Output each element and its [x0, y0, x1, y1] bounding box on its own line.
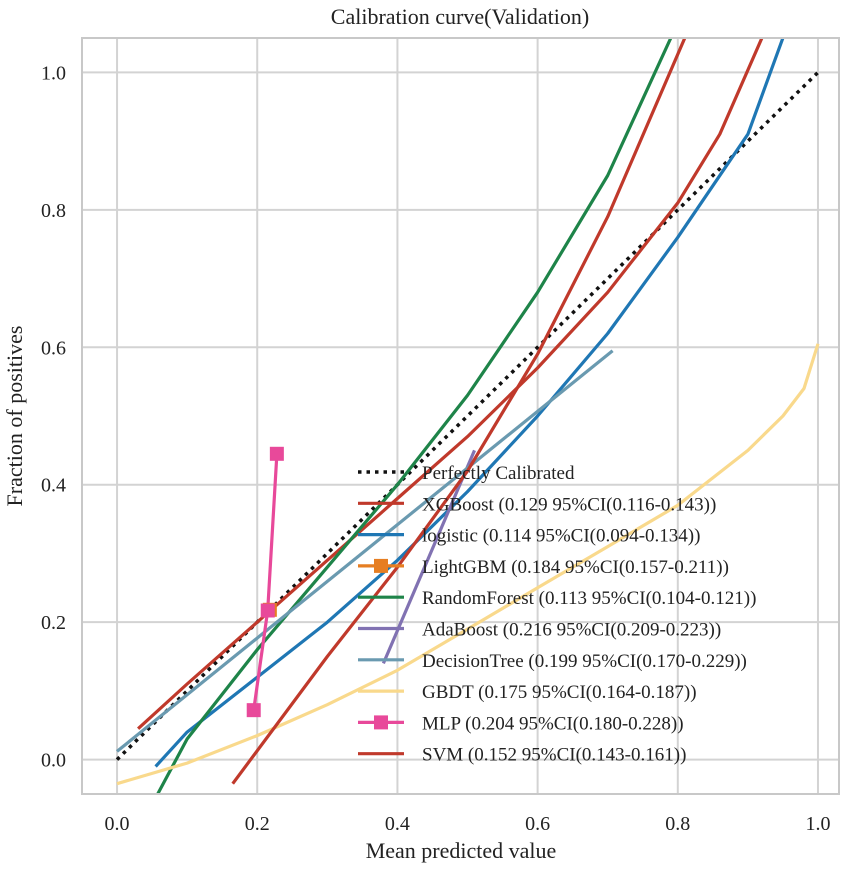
x-tick-label: 0.2 — [245, 813, 270, 835]
y-tick-label: 0.8 — [41, 200, 66, 222]
x-tick-label: 0.0 — [105, 813, 130, 835]
series-line-randomforest — [156, 38, 673, 794]
legend-marker-mlp — [374, 715, 388, 730]
y-axis-label: Fraction of positives — [2, 326, 27, 507]
y-tick-label: 1.0 — [41, 62, 66, 84]
x-tick-label: 0.8 — [665, 813, 690, 835]
legend-label-svm: SVM (0.152 95%CI(0.143-0.161)) — [422, 745, 686, 766]
y-tick-label: 0.2 — [41, 612, 66, 634]
x-tick-label: 1.0 — [805, 813, 830, 835]
x-tick-label: 0.4 — [385, 813, 410, 835]
plot-frame — [81, 37, 840, 795]
chart-title: Calibration curve(Validation) — [331, 4, 589, 29]
y-tick-label: 0.0 — [41, 750, 66, 772]
legend-label-decisiontree: DecisionTree (0.199 95%CI(0.170-0.229)) — [422, 651, 747, 672]
series-line-gbdt — [116, 343, 820, 786]
y-tick-label: 0.4 — [41, 475, 66, 497]
x-axis-label: Mean predicted value — [366, 838, 557, 863]
legend-label-lightgbm: LightGBM (0.184 95%CI(0.157-0.211)) — [422, 557, 729, 578]
y-tick-label: 0.6 — [41, 337, 66, 359]
legend-label-adaboost: AdaBoost (0.216 95%CI(0.209-0.223)) — [422, 620, 721, 641]
legend-label-xgboost: XGBoost (0.129 95%CI(0.116-0.143)) — [422, 494, 716, 515]
ticks: 0.0 0.2 0.4 0.6 0.8 1.0 0.0 0.2 0.4 0.6 0.8 1.0 — [41, 62, 830, 835]
legend-label-gbdt: GBDT (0.175 95%CI(0.164-0.187)) — [422, 682, 697, 703]
series-line-perfectly — [115, 71, 820, 761]
data-point-mlp — [246, 703, 261, 718]
legend-label-logistic: logistic (0.114 95%CI(0.094-0.134)) — [422, 526, 700, 547]
legend-label-randomforest: RandomForest (0.113 95%CI(0.104-0.121)) — [422, 588, 756, 609]
legend: Perfectly Calibrated XGBoost (0.129 95%CI… — [358, 463, 756, 766]
series-layer — [115, 38, 820, 794]
data-point-mlp — [260, 603, 275, 618]
data-point-mlp — [269, 446, 284, 461]
series-line-logistic — [154, 38, 785, 768]
series-line-svm — [231, 38, 687, 785]
series-line-decisiontree — [115, 349, 614, 753]
series-line-xgboost — [137, 38, 764, 730]
legend-label-mlp: MLP (0.204 95%CI(0.180-0.228)) — [422, 713, 684, 734]
legend-label-perfectly: Perfectly Calibrated — [422, 463, 575, 484]
legend-marker-lightgbm — [374, 558, 388, 573]
x-tick-label: 0.6 — [525, 813, 550, 835]
